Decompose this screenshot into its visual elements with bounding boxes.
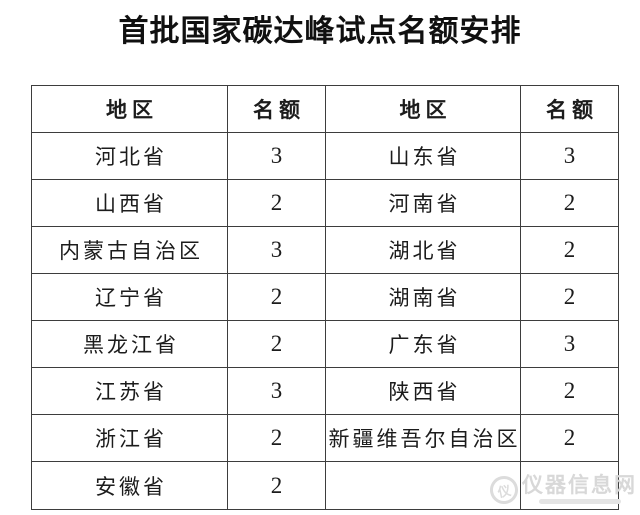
region-cell: 江苏省 (32, 368, 228, 415)
region-cell: 浙江省 (32, 415, 228, 462)
region-cell: 山西省 (32, 180, 228, 227)
region-cell: 辽宁省 (32, 274, 228, 321)
quota-cell: 2 (521, 415, 618, 462)
quota-cell: 2 (228, 274, 326, 321)
quota-cell: 2 (521, 227, 618, 274)
region-cell: 湖南省 (326, 274, 521, 321)
region-cell: 内蒙古自治区 (32, 227, 228, 274)
quota-cell: 2 (228, 415, 326, 462)
quota-cell: 3 (521, 133, 618, 180)
region-cell: 安徽省 (32, 462, 228, 509)
quota-table: 地区 名额 地区 名额 河北省 3 山东省 3 山西省 2 河南省 2 内蒙古自… (31, 85, 619, 510)
quota-cell: 3 (228, 227, 326, 274)
column-header-region-right: 地区 (326, 86, 521, 133)
region-cell: 新疆维吾尔自治区 (326, 415, 521, 462)
page-title: 首批国家碳达峰试点名额安排 (118, 15, 522, 48)
column-header-quota-left: 名额 (228, 86, 326, 133)
region-cell: 河北省 (32, 133, 228, 180)
column-header-region-left: 地区 (32, 86, 228, 133)
quota-cell: 3 (228, 368, 326, 415)
region-cell: 黑龙江省 (32, 321, 228, 368)
region-cell: 山东省 (326, 133, 521, 180)
region-cell: 湖北省 (326, 227, 521, 274)
region-cell: 广东省 (326, 321, 521, 368)
quota-cell (521, 462, 618, 509)
quota-cell: 3 (228, 133, 326, 180)
region-cell: 陕西省 (326, 368, 521, 415)
quota-cell: 3 (521, 321, 618, 368)
quota-cell: 2 (228, 321, 326, 368)
quota-cell: 2 (228, 462, 326, 509)
quota-cell: 2 (521, 180, 618, 227)
quota-cell: 2 (521, 368, 618, 415)
column-header-quota-right: 名额 (521, 86, 618, 133)
quota-cell: 2 (228, 180, 326, 227)
region-cell (326, 462, 521, 509)
region-cell: 河南省 (326, 180, 521, 227)
quota-cell: 2 (521, 274, 618, 321)
